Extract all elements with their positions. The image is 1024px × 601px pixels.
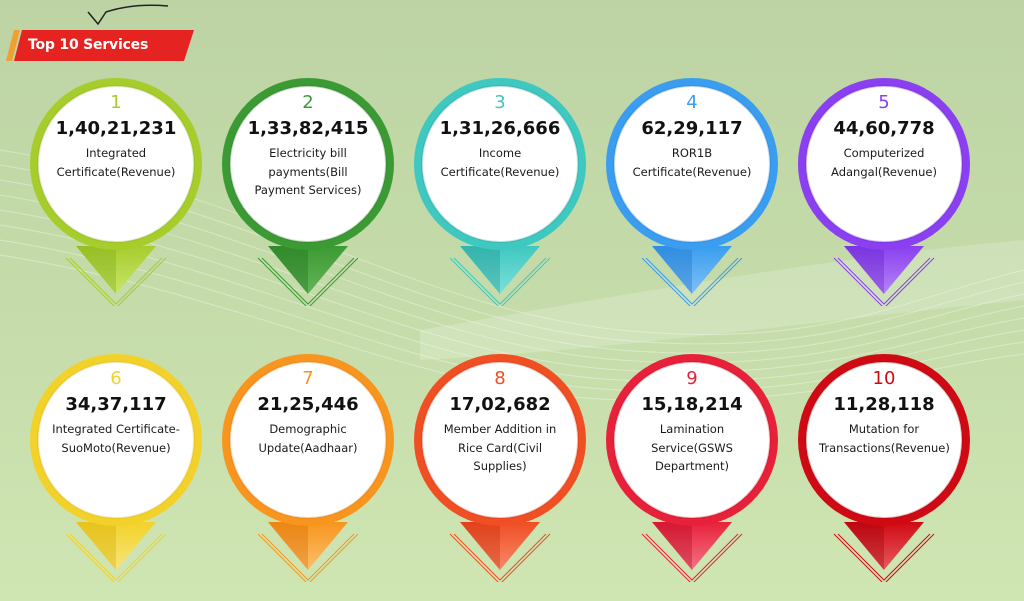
service-card-content: 6 34,37,117 Integrated Certificate-SuoMoto… (46, 362, 186, 512)
service-card: 5 44,60,778 Computerized Adangal(Revenue) (788, 76, 980, 306)
service-label: ROR1B Certificate(Revenue) (632, 146, 752, 179)
service-label: Lamination Service(GSWS Department) (651, 422, 733, 473)
service-count: 34,37,117 (65, 394, 167, 415)
scribble-mark (87, 4, 169, 26)
service-label: Integrated Certificate(Revenue) (56, 146, 176, 179)
service-count: 62,29,117 (641, 118, 743, 139)
service-label: Demographic Update(Aadhaar) (258, 422, 358, 455)
service-count: 17,02,682 (449, 394, 551, 415)
service-count: 11,28,118 (833, 394, 935, 415)
service-label: Mutation for Transactions(Revenue) (819, 422, 950, 455)
service-count: 1,33,82,415 (247, 118, 369, 139)
service-card: 7 21,25,446 Demographic Update(Aadhaar) (212, 352, 404, 582)
service-card-content: 4 62,29,117 ROR1B Certificate(Revenue) (622, 86, 762, 236)
service-card: 6 34,37,117 Integrated Certificate-SuoMoto… (20, 352, 212, 582)
service-count: 44,60,778 (833, 118, 935, 139)
pin-shape (798, 78, 970, 306)
service-label: Electricity bill payments(Bill Payment S… (254, 146, 362, 197)
service-count: 1,31,26,666 (439, 118, 561, 139)
service-card-content: 2 1,33,82,415 Electricity bill payments(Bi… (238, 86, 378, 236)
service-card: 9 15,18,214 Lamination Service(GSWS Depart… (596, 352, 788, 582)
service-rank: 7 (302, 368, 314, 389)
service-card-content: 1 1,40,21,231 Integrated Certificate(Reven… (46, 86, 186, 236)
service-card-content: 7 21,25,446 Demographic Update(Aadhaar) (238, 362, 378, 512)
service-rank: 6 (110, 368, 122, 389)
header-banner-shape (6, 30, 194, 61)
pin-shape (222, 78, 394, 306)
pin-shape (30, 78, 202, 306)
service-label: Income Certificate(Revenue) (440, 146, 560, 179)
service-count: 21,25,446 (257, 394, 359, 415)
pin-shape (606, 354, 778, 582)
service-rank: 3 (494, 92, 506, 113)
pin-shape (222, 354, 394, 582)
service-card: 4 62,29,117 ROR1B Certificate(Revenue) (596, 76, 788, 306)
service-card: 8 17,02,682 Member Addition in Rice Card(C… (404, 352, 596, 582)
service-rank: 2 (302, 92, 314, 113)
service-card-content: 9 15,18,214 Lamination Service(GSWS Depart… (622, 362, 762, 512)
service-rank: 4 (686, 92, 698, 113)
service-count: 15,18,214 (641, 394, 743, 415)
service-rank: 1 (110, 92, 122, 113)
service-card: 3 1,31,26,666 Income Certificate(Revenue) (404, 76, 596, 306)
service-card: 10 11,28,118 Mutation for Transactions(Rev… (788, 352, 980, 582)
service-card-content: 8 17,02,682 Member Addition in Rice Card(C… (430, 362, 570, 512)
service-label: Computerized Adangal(Revenue) (831, 146, 937, 179)
service-card: 2 1,33,82,415 Electricity bill payments(Bi… (212, 76, 404, 306)
service-rank: 10 (872, 368, 896, 389)
service-rank: 5 (878, 92, 890, 113)
pin-shape (414, 354, 586, 582)
service-card-content: 5 44,60,778 Computerized Adangal(Revenue) (814, 86, 954, 236)
service-rank: 8 (494, 368, 506, 389)
service-label: Integrated Certificate-SuoMoto(Revenue) (52, 422, 180, 455)
service-label: Member Addition in Rice Card(Civil Suppl… (443, 422, 557, 473)
pin-shape (414, 78, 586, 306)
section-title: Top 10 Services (28, 37, 149, 53)
service-count: 1,40,21,231 (55, 118, 177, 139)
service-card: 1 1,40,21,231 Integrated Certificate(Reven… (20, 76, 212, 306)
service-card-content: 10 11,28,118 Mutation for Transactions(Rev… (814, 362, 954, 512)
pin-shape (30, 354, 202, 582)
pin-shape (606, 78, 778, 306)
service-card-content: 3 1,31,26,666 Income Certificate(Revenue) (430, 86, 570, 236)
pin-shape (798, 354, 970, 582)
service-rank: 9 (686, 368, 698, 389)
section-header: Top 10 Services (6, 30, 194, 61)
